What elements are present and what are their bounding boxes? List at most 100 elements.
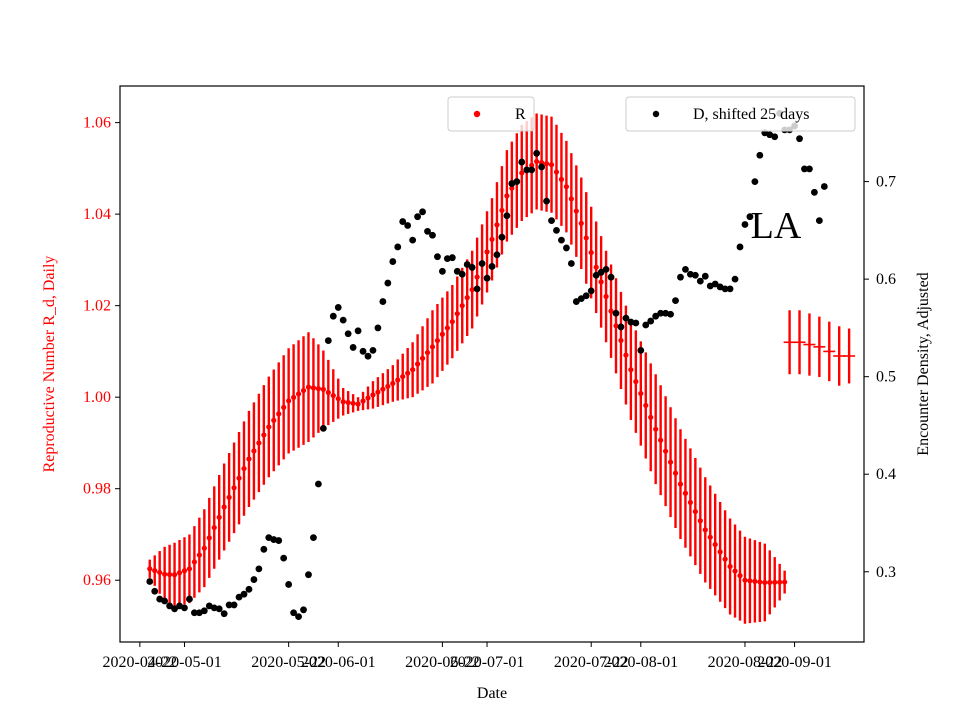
d-point-16	[225, 601, 233, 609]
d-point-26	[275, 537, 283, 544]
r-point-23	[261, 432, 267, 438]
r-point-56	[424, 349, 431, 356]
d-point-53	[409, 236, 417, 244]
r-point-71	[499, 207, 505, 213]
d-point-4	[166, 602, 174, 610]
r-point-60	[444, 325, 450, 331]
d-point-41	[349, 344, 357, 351]
r-point-9	[191, 559, 197, 565]
legend-d-frame	[625, 96, 856, 132]
d-point-66	[473, 285, 481, 293]
right-tick-label-2: 0.5	[876, 369, 896, 386]
r-point-61	[449, 319, 455, 325]
r-point-40	[345, 399, 351, 406]
legend-r-frame	[447, 96, 535, 132]
r-point-47	[380, 386, 386, 392]
d-point-47	[379, 298, 387, 305]
right-tick-label-4: 0.7	[876, 174, 896, 191]
r-point-81	[548, 162, 555, 168]
r-point-28	[286, 398, 292, 404]
d-point-55	[419, 208, 426, 216]
r-point-0	[147, 566, 153, 572]
d-point-40	[344, 330, 352, 338]
d-point-11	[200, 607, 208, 615]
d-point-99	[637, 346, 645, 354]
d-point-98	[632, 319, 640, 327]
r-point-54	[415, 361, 421, 367]
left-tick-label-1: 0.98	[83, 481, 111, 498]
r-point-105	[667, 459, 674, 465]
r-point-114	[712, 541, 718, 548]
d-point-85	[567, 260, 575, 267]
d-point-119	[736, 243, 744, 251]
d-point-67	[478, 260, 486, 267]
r-point-96	[623, 352, 629, 358]
d-point-3	[161, 597, 169, 605]
r-point-44	[365, 395, 371, 401]
r-point-7	[181, 568, 188, 574]
d-point-120	[741, 221, 749, 228]
r-point-121	[747, 578, 753, 584]
r-point-37	[330, 392, 336, 399]
r-point-107	[677, 481, 684, 487]
d-point-5	[171, 605, 178, 613]
annotation-label: LA	[751, 205, 802, 247]
right-tick-label-1: 0.4	[876, 466, 896, 483]
r-point-36	[325, 389, 331, 396]
d-point-86	[572, 298, 580, 305]
d-point-101	[647, 317, 655, 325]
d-point-91	[597, 268, 605, 276]
r-point-124	[762, 579, 768, 586]
d-point-48	[384, 279, 392, 287]
d-point-82	[553, 226, 560, 234]
r-point-20	[246, 456, 252, 462]
r-point-18	[236, 475, 242, 481]
d-point-33	[310, 534, 317, 542]
d-point-87	[577, 295, 585, 303]
d-point-52	[404, 222, 412, 229]
d-point-32	[305, 571, 312, 579]
r-point-92	[603, 293, 609, 300]
r-point-57	[429, 344, 436, 350]
r-point-69	[489, 236, 495, 242]
d-point-57	[429, 231, 436, 239]
r-point-48	[385, 383, 391, 389]
d-point-135	[815, 217, 823, 225]
d-point-58	[434, 253, 441, 261]
r-point-95	[618, 337, 624, 344]
d-point-89	[587, 287, 595, 295]
r-point-2	[157, 569, 163, 576]
d-point-1	[151, 587, 159, 595]
d-point-107	[677, 273, 684, 281]
right-tick-label-0: 0.3	[876, 564, 896, 581]
d-point-59	[439, 267, 446, 275]
r-point-49	[390, 380, 396, 387]
d-point-43	[359, 347, 367, 355]
d-point-112	[701, 272, 709, 280]
d-point-0	[146, 578, 154, 585]
d-point-23	[260, 545, 268, 553]
d-point-133	[806, 165, 813, 173]
r-point-31	[300, 387, 307, 394]
r-point-106	[672, 470, 679, 476]
r-point-25	[271, 417, 277, 424]
r-point-33	[310, 385, 317, 391]
r-point-91	[598, 279, 604, 285]
d-point-39	[339, 316, 347, 324]
d-point-56	[424, 227, 431, 235]
r-point-109	[687, 499, 694, 506]
d-point-83	[558, 236, 565, 244]
r-point-5	[171, 572, 178, 578]
r-point-113	[707, 534, 713, 540]
right-tick-label-3: 0.6	[876, 271, 896, 288]
d-point-46	[374, 324, 382, 332]
r-point-118	[732, 568, 738, 574]
d-point-116	[721, 285, 729, 293]
r-point-98	[633, 379, 639, 385]
d-point-9	[191, 609, 198, 617]
r-point-102	[653, 426, 659, 432]
d-point-62	[453, 267, 461, 275]
x-tick-label-8: 2020-08-22	[708, 654, 783, 671]
r-point-12	[206, 535, 212, 541]
